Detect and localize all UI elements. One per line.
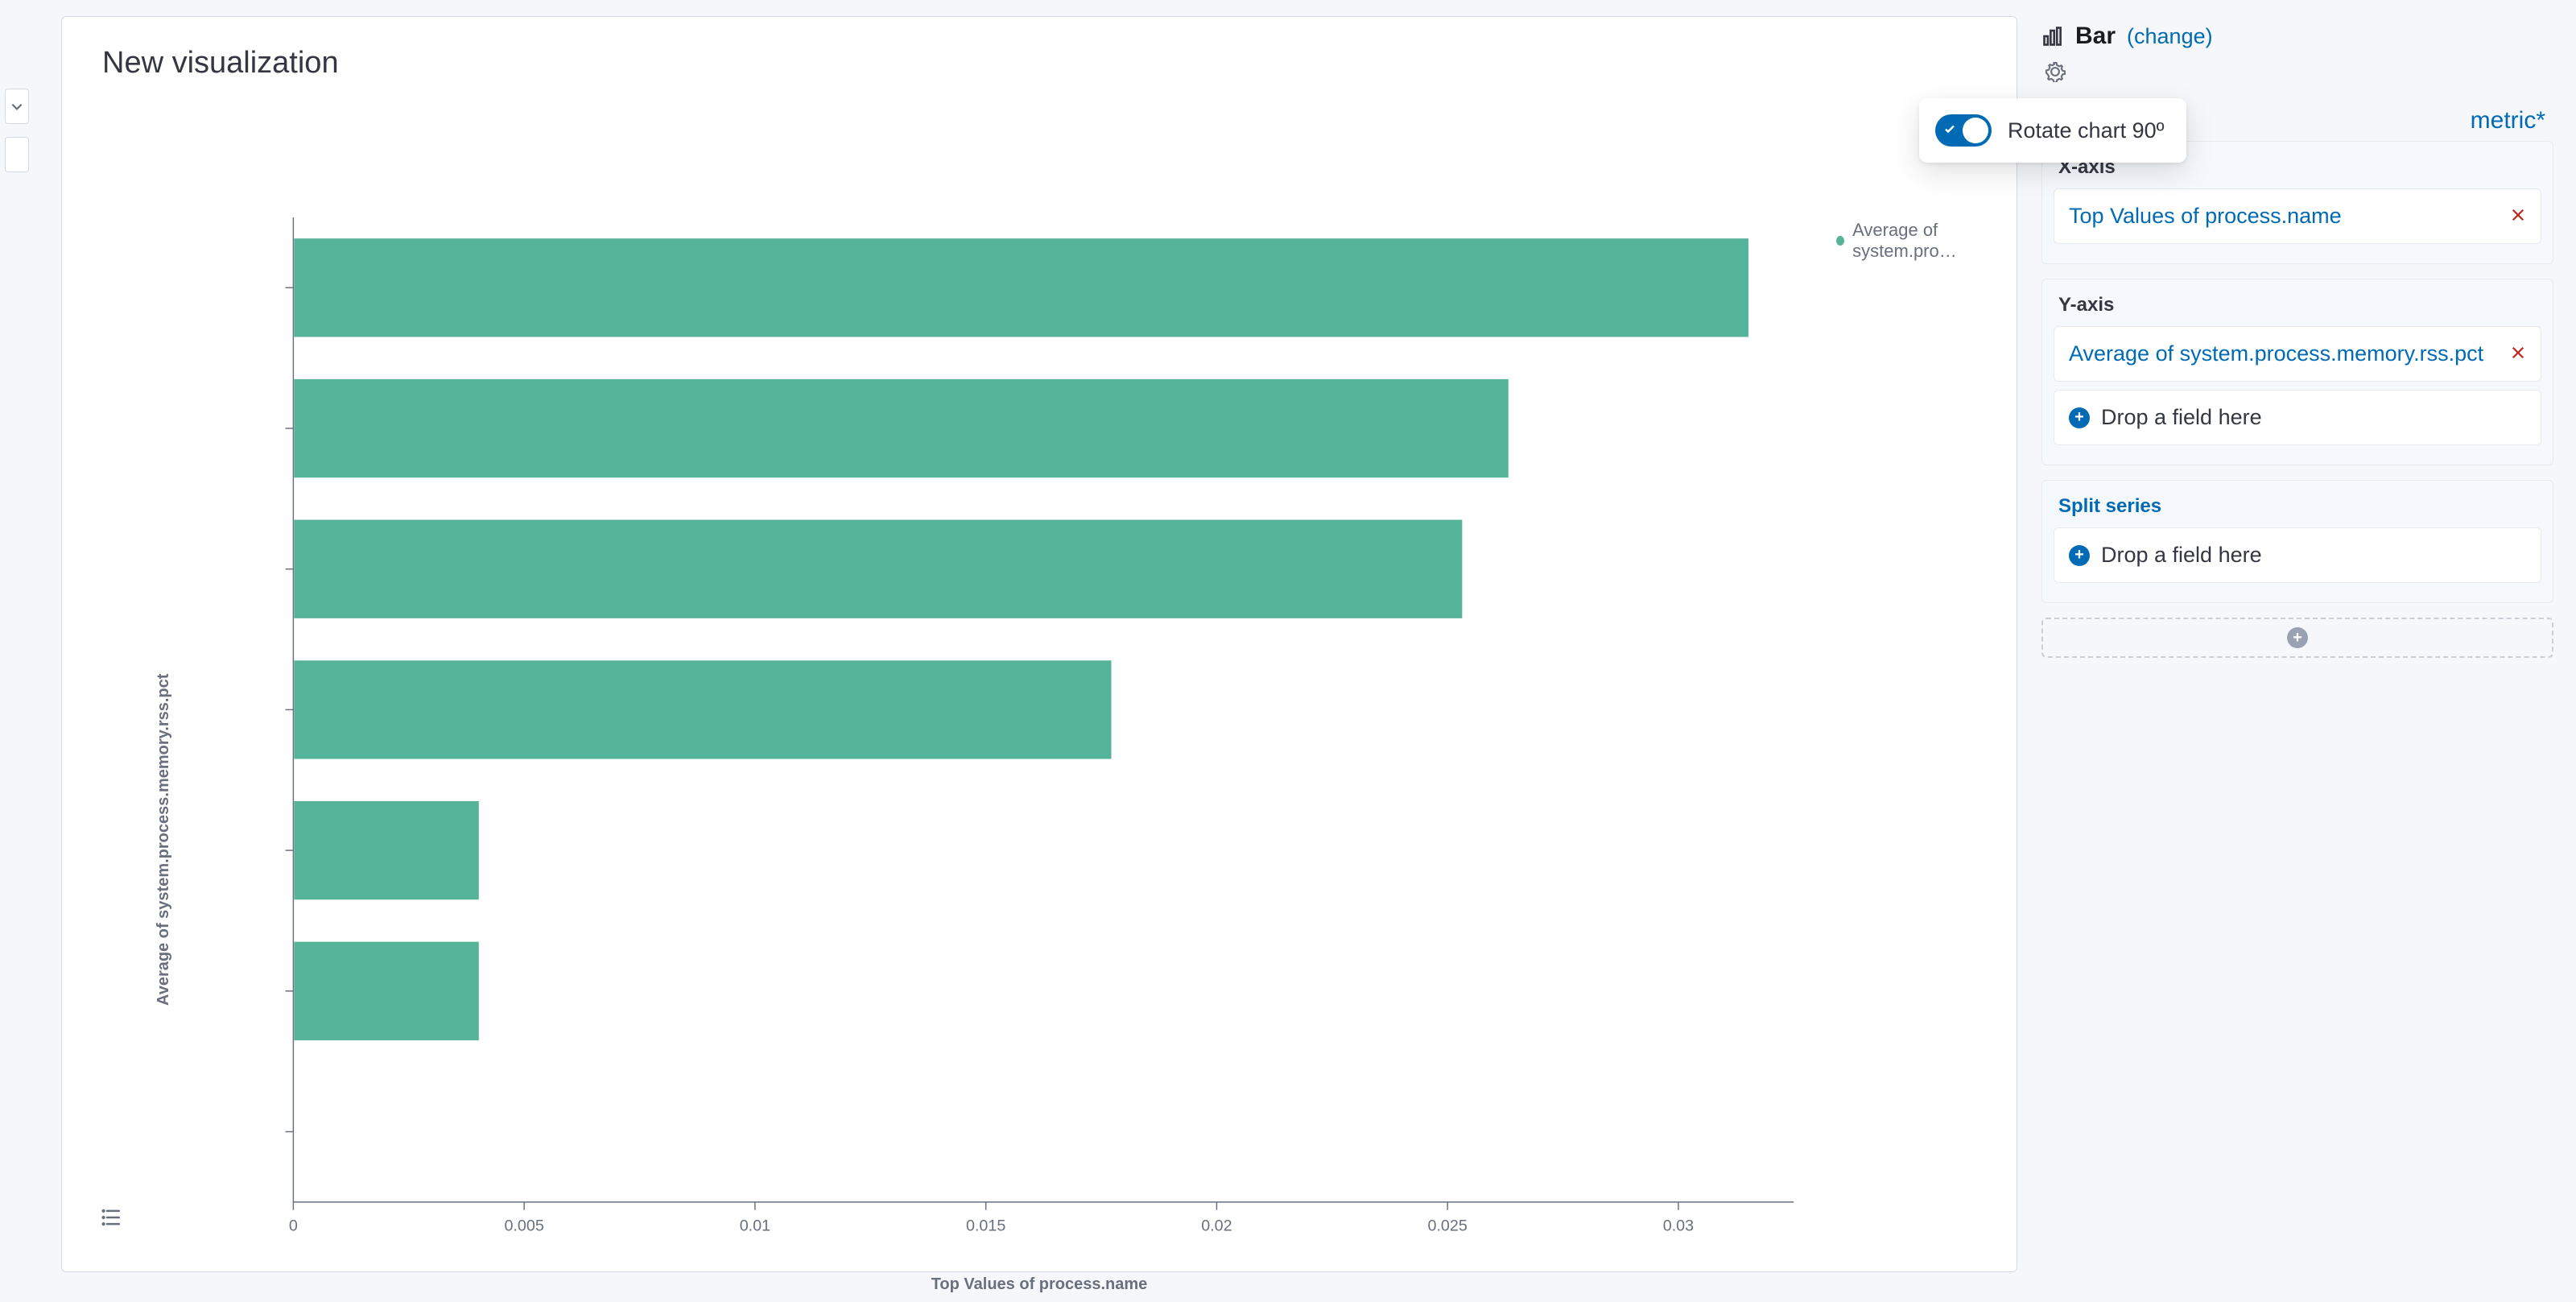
legend-dot-icon bbox=[1836, 236, 1844, 246]
yaxis-drop-text: Drop a field here bbox=[2101, 405, 2526, 430]
page-title: New visualization bbox=[62, 17, 2017, 100]
split-drop-field[interactable]: + Drop a field here bbox=[2054, 527, 2541, 583]
svg-text:0.02: 0.02 bbox=[1201, 1217, 1232, 1234]
svg-text:0.015: 0.015 bbox=[966, 1217, 1005, 1234]
app-root: New visualization 0 0.005 0.01 0.015 0.02 0.0… bbox=[0, 0, 2576, 1288]
svg-text:0: 0 bbox=[289, 1217, 298, 1234]
list-icon bbox=[101, 1207, 122, 1228]
split-section: Split series + Drop a field here bbox=[2041, 480, 2553, 603]
yaxis-section: Y-axis Average of system.process.memory.… bbox=[2041, 279, 2553, 465]
x-axis-label: Top Values of process.name bbox=[931, 1275, 1148, 1294]
remove-xaxis-button[interactable] bbox=[2510, 204, 2526, 229]
chart-legend[interactable]: Average of system.pro… bbox=[1836, 220, 2017, 262]
settings-button[interactable] bbox=[2045, 72, 2066, 85]
split-drop-text: Drop a field here bbox=[2101, 543, 2526, 568]
svg-text:0.01: 0.01 bbox=[740, 1217, 770, 1234]
add-layer-button[interactable]: + bbox=[2041, 618, 2553, 658]
yaxis-field[interactable]: Average of system.process.memory.rss.pct bbox=[2054, 326, 2541, 382]
svg-text:0.025: 0.025 bbox=[1427, 1217, 1467, 1234]
left-sliver bbox=[0, 0, 29, 1288]
chart-type-label: Bar bbox=[2075, 23, 2116, 50]
plus-icon: + bbox=[2069, 545, 2090, 566]
xaxis-field[interactable]: Top Values of process.name bbox=[2054, 188, 2541, 244]
chart-area: 0 0.005 0.01 0.015 0.02 0.025 0.03 Average of … bbox=[62, 100, 2017, 1302]
plus-icon: + bbox=[2069, 407, 2090, 428]
gear-icon bbox=[2045, 61, 2066, 82]
yaxis-section-label: Y-axis bbox=[2054, 291, 2541, 326]
chevron-down-icon bbox=[10, 99, 24, 114]
config-panel: Bar (change) Rotate chart 90º metric bbox=[2032, 0, 2576, 1288]
xaxis-field-text: Top Values of process.name bbox=[2069, 204, 2499, 229]
svg-text:0.03: 0.03 bbox=[1663, 1217, 1694, 1234]
rotate-label: Rotate chart 90º bbox=[2008, 118, 2164, 143]
sliver-chevron-button[interactable] bbox=[5, 89, 29, 124]
rotate-popover: Rotate chart 90º bbox=[1919, 98, 2186, 163]
config-header: Bar (change) bbox=[2041, 23, 2553, 50]
sliver-blank-button[interactable] bbox=[5, 137, 29, 172]
close-icon bbox=[2510, 207, 2526, 223]
split-section-label: Split series bbox=[2054, 492, 2541, 527]
change-chart-type-link[interactable]: (change) bbox=[2127, 24, 2213, 49]
close-icon bbox=[2510, 345, 2526, 361]
legend-toggle-button[interactable] bbox=[101, 1207, 125, 1231]
rotate-toggle[interactable] bbox=[1935, 114, 1992, 147]
toggle-knob bbox=[1963, 118, 1988, 143]
bar-chart-icon bbox=[2041, 25, 2064, 48]
svg-text:0.005: 0.005 bbox=[504, 1217, 543, 1234]
visualization-panel: New visualization 0 0.005 0.01 0.015 0.02 0.0… bbox=[61, 16, 2017, 1272]
y-axis-label: Average of system.process.memory.rss.pct bbox=[155, 673, 173, 1005]
legend-text: Average of system.pro… bbox=[1852, 220, 2017, 262]
remove-yaxis-button[interactable] bbox=[2510, 341, 2526, 366]
bar-chart: 0 0.005 0.01 0.015 0.02 0.025 0.03 bbox=[142, 100, 1984, 1278]
yaxis-field-text: Average of system.process.memory.rss.pct bbox=[2069, 341, 2499, 366]
check-icon bbox=[1943, 122, 1956, 139]
yaxis-drop-field[interactable]: + Drop a field here bbox=[2054, 390, 2541, 445]
plus-icon: + bbox=[2287, 627, 2308, 648]
gear-row: Rotate chart 90º bbox=[2041, 61, 2553, 85]
